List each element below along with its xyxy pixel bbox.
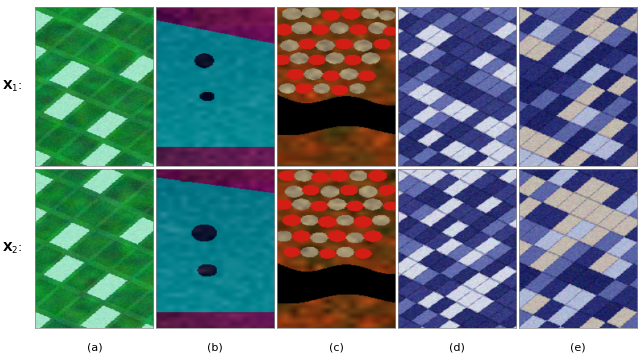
Text: (c): (c) [328,342,344,352]
Text: $\mathbf{X}_2$:: $\mathbf{X}_2$: [2,241,22,256]
Text: (d): (d) [449,342,465,352]
Text: (e): (e) [570,342,586,352]
Text: (a): (a) [86,342,102,352]
Text: (b): (b) [207,342,223,352]
Text: $\mathbf{X}_1$:: $\mathbf{X}_1$: [2,79,22,94]
